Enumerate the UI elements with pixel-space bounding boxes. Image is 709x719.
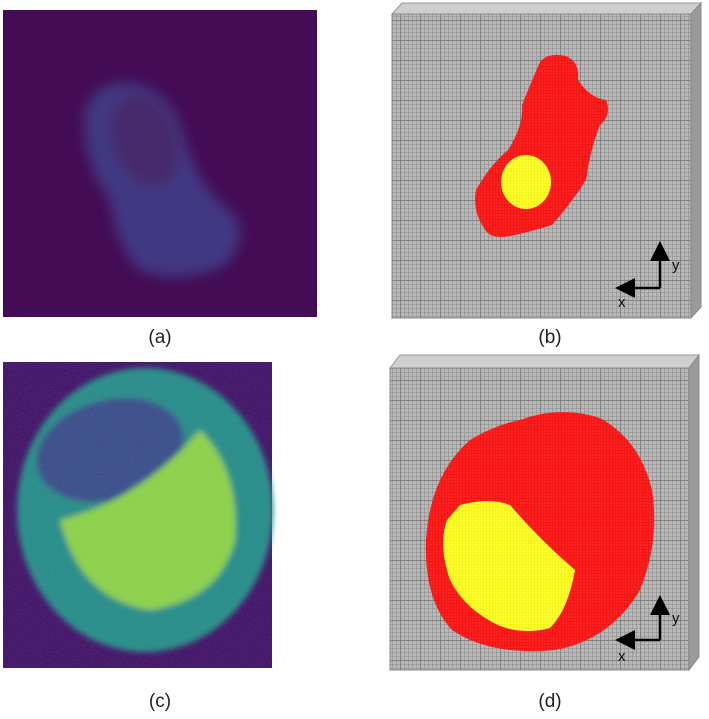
panel-label: (d) xyxy=(538,691,561,712)
axis-label: x xyxy=(618,648,626,665)
panel-c-image xyxy=(3,362,273,668)
panel-label: (a) xyxy=(148,327,171,348)
panel-label: (c) xyxy=(149,691,171,712)
axis-label: y xyxy=(672,610,680,627)
panel-a-image xyxy=(3,10,317,317)
panel-b-volume xyxy=(390,1,703,320)
panel-d-volume xyxy=(388,353,701,672)
axis-label: x xyxy=(618,294,626,311)
panel-label: (b) xyxy=(538,327,561,348)
axis-label: y xyxy=(672,257,680,274)
